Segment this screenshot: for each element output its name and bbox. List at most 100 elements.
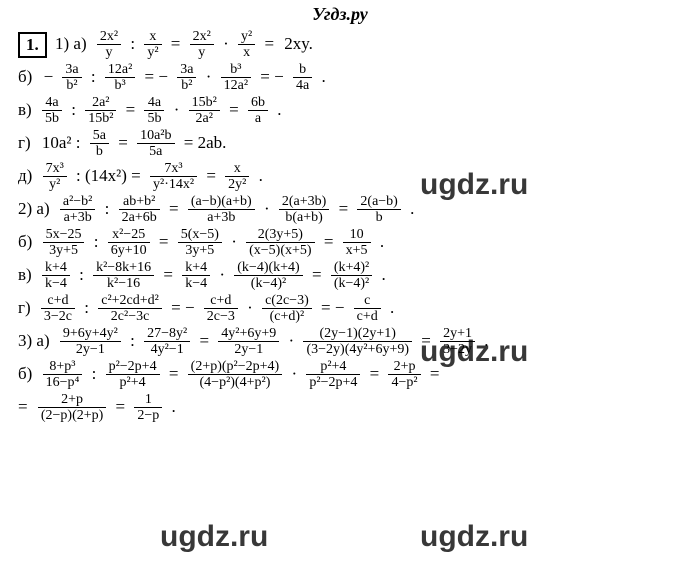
dot: ·	[291, 362, 297, 387]
eq: =	[116, 395, 126, 420]
frac: 2x²y	[190, 29, 214, 60]
label-1b: б)	[18, 65, 32, 90]
frac: cc+d	[354, 293, 381, 324]
eq-neg: = −	[321, 296, 344, 321]
line-1d: д) 7x³y² : (14x²) = 7x³y²·14x² = x2y² .	[18, 161, 668, 192]
period: .	[380, 230, 384, 255]
eq: =	[370, 362, 380, 387]
frac: 4y²+6y+92y−1	[218, 326, 279, 357]
label-1g: г)	[18, 131, 31, 156]
line-1g: г) 10a² : 5ab = 10a²b5a = 2ab.	[18, 128, 668, 159]
label-2g: г)	[18, 296, 31, 321]
frac: 5(x−5)3y+5	[178, 227, 222, 258]
frac: 12a²b³	[105, 62, 135, 93]
eq: =	[118, 131, 128, 156]
eq: =	[312, 263, 322, 288]
frac: 7x³y²	[43, 161, 67, 192]
frac: (k−4)(k+4)(k−4)²	[234, 260, 302, 291]
frac: 10a²b5a	[137, 128, 174, 159]
frac: b³12a²	[221, 62, 251, 93]
frac: k²−8k+16k²−16	[93, 260, 154, 291]
frac: (2+p)(p²−2p+4)(4−p²)(4+p²)	[188, 359, 283, 390]
frac: 2y+13−2y	[440, 326, 475, 357]
label-3b: б)	[18, 362, 32, 387]
frac: (2y−1)(2y+1)(3−2y)(4y²+6y+9)	[303, 326, 412, 357]
problem-number-box: 1.	[18, 32, 47, 58]
label-2v: в)	[18, 263, 32, 288]
colon: :	[84, 296, 89, 321]
eq: =	[421, 329, 431, 354]
dot: ·	[264, 197, 270, 222]
frac: y²x	[238, 29, 255, 60]
frac: c(2c−3)(c+d)²	[262, 293, 312, 324]
eq: =	[171, 32, 181, 57]
line-1a: 1. 1) а) 2x²y : xy² = 2x²y · y²x = 2xy.	[18, 29, 668, 60]
frac: k+4k−4	[182, 260, 210, 291]
frac: c+d2c−3	[204, 293, 238, 324]
page-header: Угдз.ру	[0, 0, 680, 27]
watermark: ugdz.ru	[420, 520, 528, 554]
eq-neg: = −	[171, 296, 194, 321]
frac: 3ab²	[177, 62, 196, 93]
line-2v: в) k+4k−4 : k²−8k+16k²−16 = k+4k−4 · (k−…	[18, 260, 668, 291]
dot: ·	[223, 32, 229, 57]
frac: 8+p³16−p⁴	[43, 359, 83, 390]
dot: ·	[219, 263, 225, 288]
frac: 2a²15b²	[85, 95, 116, 126]
frac: 7x³y²·14x²	[150, 161, 197, 192]
dot: ·	[206, 65, 212, 90]
frac: a²−b²a+3b	[60, 194, 96, 225]
label-1a: 1) а)	[55, 32, 87, 57]
frac: 12−p	[134, 392, 162, 423]
dot: ·	[289, 329, 295, 354]
frac: (a−b)(a+b)a+3b	[188, 194, 255, 225]
eq: =	[159, 230, 169, 255]
frac: ab+b²2a+6b	[119, 194, 160, 225]
colon: :	[71, 98, 76, 123]
frac: 2x²y	[97, 29, 121, 60]
frac: 10x+5	[343, 227, 371, 258]
frac: xy²	[144, 29, 161, 60]
label-3a: 3) а)	[18, 329, 50, 354]
result: = 2ab.	[184, 131, 227, 156]
frac: 2(a−b)b	[357, 194, 400, 225]
period: .	[381, 263, 385, 288]
period: .	[321, 65, 325, 90]
eq: =	[339, 197, 349, 222]
eq: =	[199, 329, 209, 354]
frac: 2+p4−p²	[388, 359, 420, 390]
frac: b4a	[293, 62, 312, 93]
dot: ·	[174, 98, 180, 123]
line-2g: г) c+d3−2c : c²+2cd+d²2c²−3c = − c+d2c−3…	[18, 293, 668, 324]
period: .	[259, 164, 263, 189]
frac: 2(3y+5)(x−5)(x+5)	[246, 227, 314, 258]
eq-neg: = −	[145, 65, 168, 90]
eq: =	[126, 98, 136, 123]
mid: : (14x²) =	[76, 164, 141, 189]
frac: x²−256y+10	[108, 227, 150, 258]
frac: 3ab²	[62, 62, 81, 93]
frac: 5x−253y+5	[43, 227, 85, 258]
period: .	[172, 395, 176, 420]
eq-neg: = −	[260, 65, 283, 90]
line-2b: б) 5x−253y+5 : x²−256y+10 = 5(x−5)3y+5 ·…	[18, 227, 668, 258]
period: .	[390, 296, 394, 321]
line-1b: б) − 3ab² : 12a²b³ = − 3ab² · b³12a² = −…	[18, 62, 668, 93]
eq: =	[229, 98, 239, 123]
frac: 9+6y+4y²2y−1	[60, 326, 121, 357]
watermark: ugdz.ru	[160, 520, 268, 554]
line-3b-1: б) 8+p³16−p⁴ : p²−2p+4p²+4 = (2+p)(p²−2p…	[18, 359, 668, 390]
neg: −	[44, 65, 54, 90]
line-3a: 3) а) 9+6y+4y²2y−1 : 27−8y²4y²−1 = 4y²+6…	[18, 326, 668, 357]
dot: ·	[247, 296, 253, 321]
frac: x2y²	[225, 161, 249, 192]
dot: ·	[231, 230, 237, 255]
frac: 2(a+3b)b(a+b)	[279, 194, 329, 225]
frac: c+d3−2c	[41, 293, 75, 324]
colon: :	[130, 32, 135, 57]
colon: :	[105, 197, 110, 222]
frac: 27−8y²4y²−1	[144, 326, 190, 357]
eq: =	[264, 32, 274, 57]
lhs: 10a² :	[42, 131, 81, 156]
frac: 15b²2a²	[189, 95, 220, 126]
